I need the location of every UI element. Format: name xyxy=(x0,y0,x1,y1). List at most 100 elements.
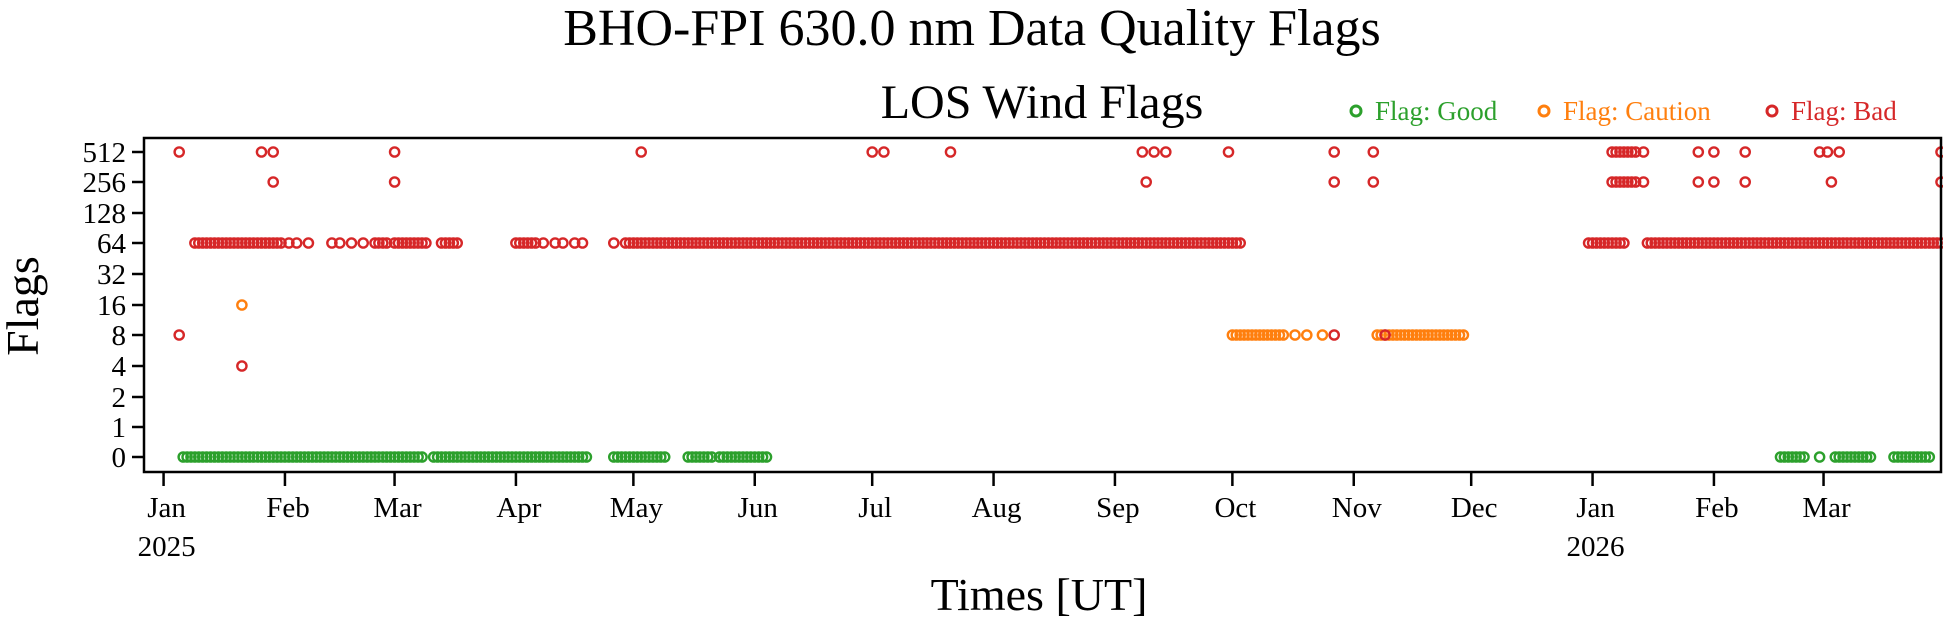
data-point xyxy=(373,451,385,463)
data-point xyxy=(345,451,358,463)
data-point xyxy=(1614,237,1626,249)
data-point xyxy=(615,451,628,463)
data-point xyxy=(1653,237,1665,249)
data-point xyxy=(721,237,734,249)
legend-label: Flag: Good xyxy=(1375,96,1498,126)
data-point xyxy=(658,237,671,249)
data-point xyxy=(1622,146,1634,158)
data-point xyxy=(870,237,882,249)
data-point xyxy=(1727,237,1740,249)
x-tick-label: Sep xyxy=(1096,492,1140,524)
data-point xyxy=(490,451,503,463)
data-point xyxy=(1833,237,1845,249)
data-point xyxy=(439,451,452,463)
data-point xyxy=(302,237,315,249)
data-point xyxy=(1590,237,1603,249)
data-point xyxy=(1665,237,1677,249)
data-point xyxy=(1120,237,1133,249)
data-point xyxy=(658,451,671,463)
data-point xyxy=(236,299,248,311)
data-point xyxy=(748,451,761,463)
data-point xyxy=(259,451,272,463)
data-point xyxy=(1923,237,1936,249)
data-point xyxy=(451,451,464,463)
data-point xyxy=(784,237,796,249)
data-point xyxy=(1222,146,1235,158)
data-point xyxy=(929,237,941,249)
data-point xyxy=(1637,146,1650,158)
data-point xyxy=(1128,237,1141,249)
data-point xyxy=(1054,237,1066,249)
data-point xyxy=(263,237,276,249)
data-point xyxy=(1426,329,1438,341)
data-point xyxy=(220,451,232,463)
data-point xyxy=(760,237,773,249)
data-point xyxy=(1023,237,1035,249)
data-point xyxy=(1782,451,1795,463)
data-point xyxy=(1226,329,1239,341)
data-point xyxy=(1911,451,1924,463)
data-point xyxy=(1739,237,1751,249)
data-point xyxy=(333,451,346,463)
data-point xyxy=(1246,329,1258,341)
data-point xyxy=(1367,146,1380,158)
data-point xyxy=(541,451,554,463)
data-point xyxy=(572,451,585,463)
data-point xyxy=(897,237,910,249)
data-point xyxy=(647,451,659,463)
data-point xyxy=(267,237,280,249)
data-point xyxy=(698,237,710,249)
data-point xyxy=(1806,237,1818,249)
data-point xyxy=(228,451,240,463)
legend-item: Flag: Caution xyxy=(1537,96,1711,126)
data-point xyxy=(251,237,264,249)
data-point xyxy=(1038,237,1051,249)
legend-item: Flag: Good xyxy=(1349,96,1498,126)
data-point xyxy=(404,237,417,249)
data-point xyxy=(1175,237,1188,249)
data-point xyxy=(1042,237,1055,249)
data-point xyxy=(666,237,679,249)
x-tick-year-label: 2025 xyxy=(138,531,196,563)
data-point xyxy=(1919,451,1932,463)
data-point xyxy=(1790,237,1802,249)
data-point xyxy=(1226,237,1239,249)
data-point xyxy=(369,451,381,463)
data-point xyxy=(811,237,824,249)
data-point xyxy=(1614,146,1626,158)
data-point xyxy=(674,237,687,249)
data-point xyxy=(1058,237,1070,249)
data-point xyxy=(447,451,460,463)
data-point xyxy=(1179,237,1192,249)
data-point xyxy=(298,451,311,463)
data-point xyxy=(1265,329,1278,341)
data-point xyxy=(1394,329,1407,341)
data-point xyxy=(1238,329,1250,341)
legend-item: Flag: Bad xyxy=(1765,96,1897,126)
data-point xyxy=(1402,329,1415,341)
data-point xyxy=(373,237,385,249)
data-point xyxy=(1077,237,1090,249)
data-point xyxy=(1430,329,1442,341)
data-point xyxy=(1230,329,1243,341)
data-point xyxy=(1618,146,1630,158)
x-tick-label: Nov xyxy=(1332,492,1382,524)
data-point xyxy=(1453,329,1466,341)
data-point xyxy=(1422,329,1434,341)
data-point xyxy=(1383,329,1395,341)
data-point xyxy=(376,237,389,249)
data-point xyxy=(279,451,291,463)
data-point xyxy=(247,237,260,249)
data-point xyxy=(1770,237,1783,249)
data-point xyxy=(1911,237,1924,249)
data-point xyxy=(431,451,444,463)
x-tick-label: Dec xyxy=(1451,492,1498,524)
data-point xyxy=(623,237,636,249)
data-point xyxy=(1387,329,1399,341)
data-point xyxy=(212,451,225,463)
data-point xyxy=(1845,451,1857,463)
data-point xyxy=(1289,329,1301,341)
data-point xyxy=(412,237,424,249)
data-point xyxy=(1680,237,1693,249)
data-point xyxy=(1144,237,1156,249)
